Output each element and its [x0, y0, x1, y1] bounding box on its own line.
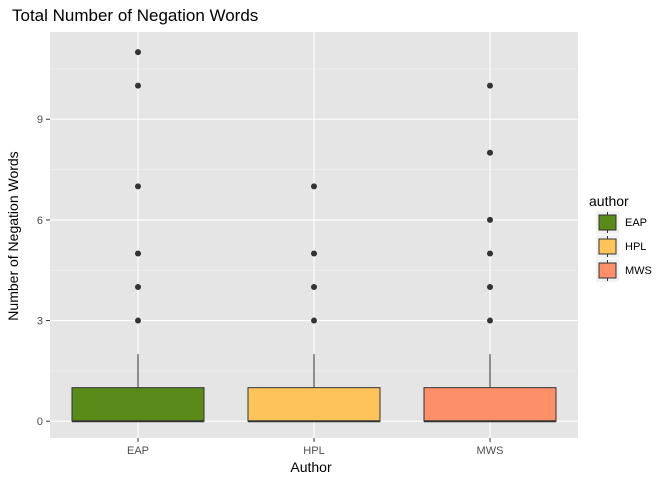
legend-item-hpl: HPL [596, 235, 646, 258]
box-body [247, 387, 381, 422]
legend-item-mws: MWS [596, 259, 652, 282]
outlier-point [311, 183, 317, 190]
chart-title: Total Number of Negation Words [12, 6, 258, 25]
outlier-point [311, 250, 317, 257]
outlier-point [487, 317, 493, 324]
outlier-point [311, 317, 317, 324]
outlier-point [135, 284, 141, 291]
x-tick-label: MWS [477, 445, 504, 457]
outlier-point [135, 183, 141, 190]
y-axis-title: Number of Negation Words [5, 151, 21, 320]
outlier-point [487, 284, 493, 291]
outlier-point [487, 250, 493, 257]
outlier-point [135, 82, 141, 89]
box-eap [71, 49, 205, 423]
y-tick-label: 0 [37, 416, 43, 428]
y-axis-ticks: 0 3 6 9 [37, 114, 50, 428]
x-axis-ticks: EAP HPL MWS [127, 438, 503, 457]
outlier-point [311, 284, 317, 291]
legend-key-box [598, 238, 617, 255]
box-mws [423, 82, 557, 423]
y-tick-label: 3 [37, 316, 43, 328]
box-body [423, 387, 557, 422]
box-body [71, 387, 205, 422]
box-hpl [247, 183, 381, 423]
x-axis-title: Author [290, 459, 332, 475]
legend-label: EAP [625, 217, 647, 229]
legend-item-eap: EAP [596, 211, 647, 234]
outlier-point [487, 149, 493, 156]
legend-label: MWS [625, 265, 652, 277]
outlier-point [135, 250, 141, 257]
outlier-point [487, 216, 493, 223]
y-tick-label: 9 [37, 114, 43, 126]
x-tick-label: EAP [127, 445, 149, 457]
legend-key-box [598, 214, 617, 231]
legend: author EAP HPL MWS [589, 193, 652, 282]
legend-key-box [598, 262, 617, 279]
legend-title: author [589, 193, 629, 209]
boxes [71, 49, 557, 423]
outlier-point [487, 82, 493, 89]
y-tick-label: 6 [37, 215, 43, 227]
outlier-point [135, 49, 141, 56]
outlier-point [135, 317, 141, 324]
x-tick-label: HPL [303, 445, 324, 457]
legend-label: HPL [625, 241, 646, 253]
